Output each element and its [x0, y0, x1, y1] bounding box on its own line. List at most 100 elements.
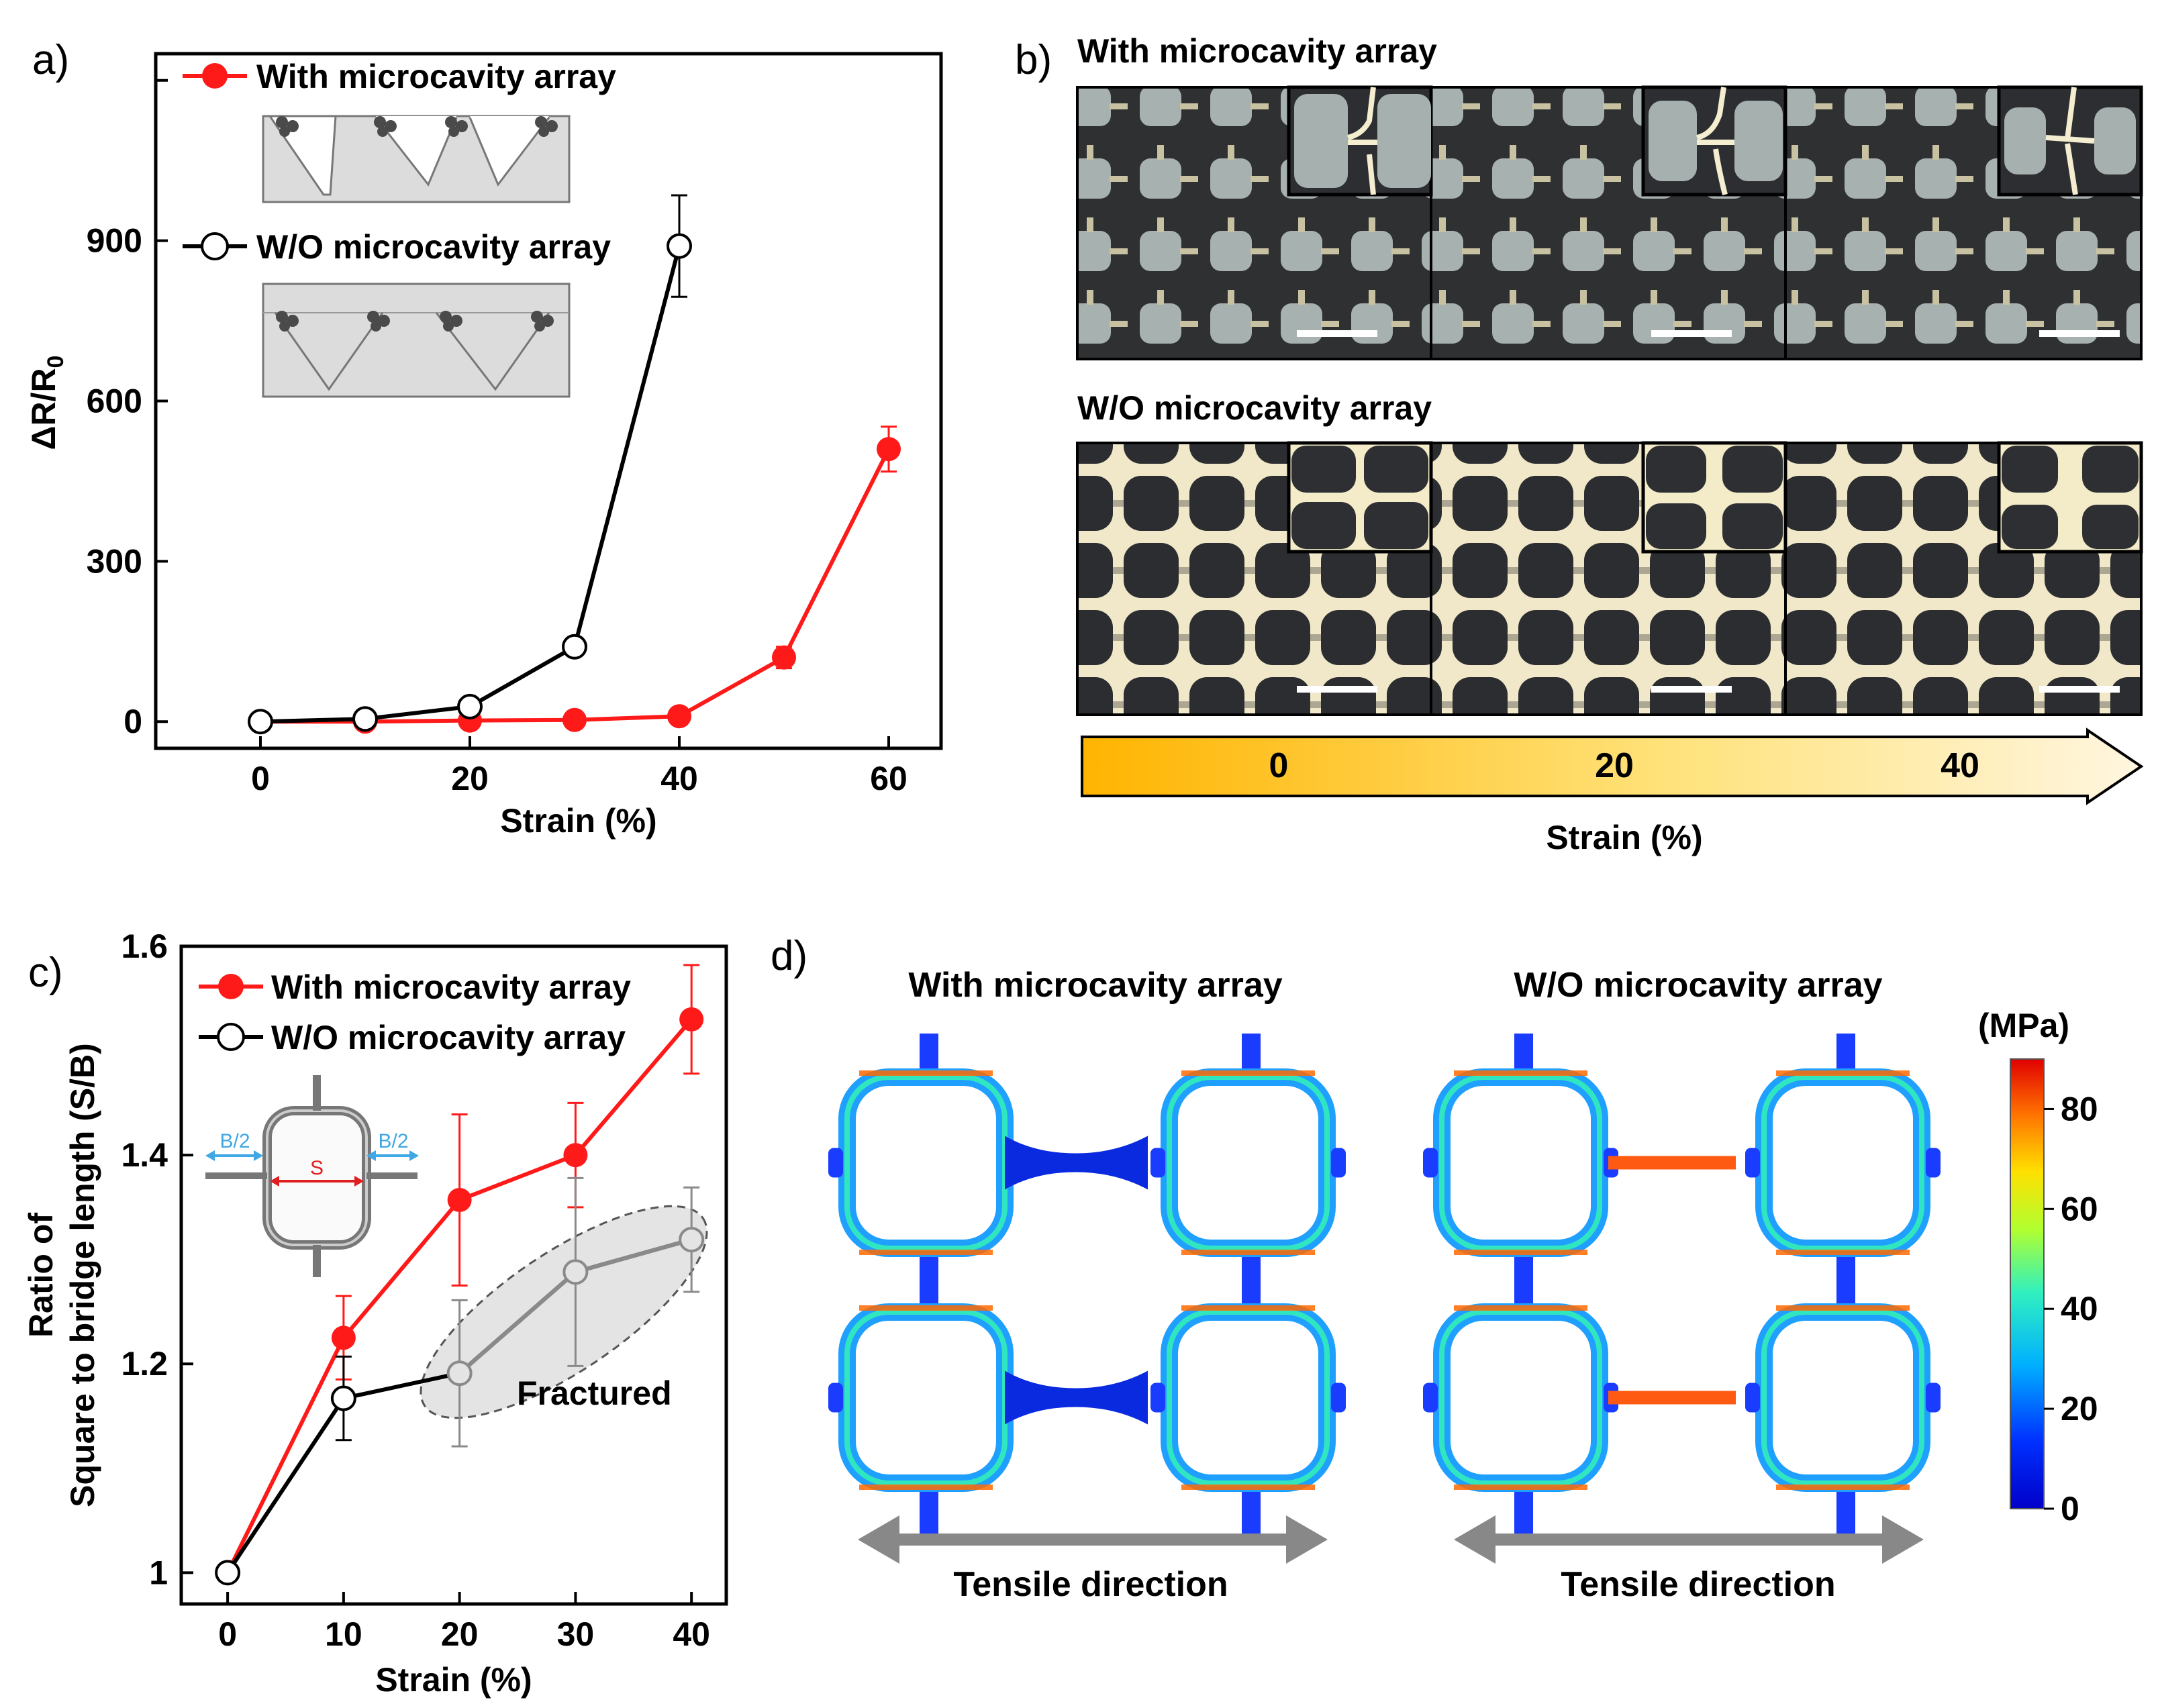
data-point-with	[562, 707, 587, 732]
colorbar-tick-label: 0	[2061, 1490, 2079, 1527]
arrow-value-20: 20	[1595, 746, 1634, 785]
fem-stress-hotspot	[1454, 1070, 1587, 1076]
y-tick-label: 1.4	[121, 1136, 168, 1174]
fractured-highlight	[420, 1205, 708, 1419]
data-point-with	[667, 704, 691, 729]
fem-side-nub	[828, 1383, 843, 1413]
colorbar-tick-label: 80	[2061, 1090, 2098, 1127]
fem-vertical-bridge	[920, 1490, 938, 1540]
fem-model-without-cavity	[1423, 1034, 1941, 1540]
panel-b-wo-title: W/O microcavity array	[1077, 389, 1432, 427]
fem-side-nub	[1150, 1383, 1165, 1413]
fem-square-frame-highlight	[1439, 1309, 1602, 1486]
legend-a-wo-marker	[201, 232, 229, 260]
fem-side-nub	[1745, 1383, 1760, 1413]
y-tick-label: 1.2	[121, 1345, 168, 1383]
fem-side-nub	[828, 1148, 843, 1178]
fem-stress-hotspot	[1181, 1485, 1315, 1490]
fem-square-frame	[1161, 1303, 1336, 1492]
fem-vertical-bridge	[1242, 1490, 1261, 1540]
fem-horizontal-bridge	[1608, 1391, 1736, 1405]
legend-a-wo-label: W/O microcavity array	[256, 228, 611, 266]
panel-c-ylabel-line1: Ratio of	[22, 1213, 60, 1338]
fem-stress-hotspot	[859, 1250, 993, 1255]
legend-c-with-marker	[218, 974, 244, 999]
colorbar	[2010, 1058, 2045, 1509]
fem-square-frame-highlight	[1761, 1074, 1924, 1251]
panel-c-axis-ticks: 0 10 20 30 40 1 1.2 1.4 1.6	[121, 927, 709, 1653]
panel-b-with-title: With microcavity array	[1077, 32, 1437, 70]
panel-b: b) With microcavity array W/O microcavit…	[1015, 32, 2144, 856]
fem-side-nub	[1331, 1383, 1346, 1413]
colorbar-tick-label: 20	[2061, 1390, 2098, 1427]
tensile-direction-label-left: Tensile direction	[953, 1565, 1228, 1604]
inset-label-s: S	[310, 1157, 324, 1179]
panel-a-ylabel-main: ΔR/R	[25, 368, 62, 450]
colorbar-tick-label: 40	[2061, 1290, 2098, 1327]
data-point-with	[563, 1143, 588, 1168]
svg-text:ΔR/R0: ΔR/R0	[25, 356, 68, 450]
data-point-without	[562, 1259, 589, 1285]
tensile-arrow-left-model	[858, 1515, 1328, 1564]
fem-square-frame-highlight	[1439, 1074, 1602, 1251]
micrograph-with-inset-20	[1641, 85, 1787, 197]
fem-stress-hotspot	[1181, 1070, 1315, 1076]
panel-c-x-axis-label: Strain (%)	[375, 1661, 532, 1699]
panel-a-x-axis-label: Strain (%)	[500, 802, 656, 840]
fem-stress-hotspot	[1181, 1250, 1315, 1255]
panel-c-legend: With microcavity array W/O microcavity a…	[199, 968, 631, 1056]
scale-bar	[1651, 330, 1732, 337]
data-point-without	[352, 706, 378, 732]
panel-b-label: b)	[1015, 37, 1052, 83]
fem-stress-hotspot	[1776, 1070, 1910, 1076]
x-tick-label: 0	[218, 1615, 237, 1653]
legend-a-with-marker	[202, 63, 228, 89]
y-tick-label: 0	[124, 703, 142, 740]
data-point-with	[877, 437, 901, 462]
fem-square-frame	[1433, 1303, 1608, 1492]
fem-vertical-bridge	[1836, 1490, 1855, 1540]
panel-b-x-axis-label: Strain (%)	[1546, 819, 1702, 856]
data-point-with	[331, 1325, 356, 1350]
fem-vertical-bridge	[1514, 1490, 1533, 1540]
data-point-without	[562, 634, 587, 660]
fem-side-nub	[1423, 1383, 1438, 1413]
legend-c-wo-marker	[217, 1023, 245, 1051]
data-point-without	[667, 233, 692, 259]
tensile-arrow-right-model	[1454, 1515, 1924, 1564]
inset-label-b-half-right: B/2	[378, 1130, 408, 1152]
micrograph-with-cavity-strip	[1076, 85, 2143, 360]
panel-d: d) With microcavity array W/O microcavit…	[771, 933, 2098, 1604]
panel-c: c) 0 10 20 30 40 1 1.2 1.4 1.6 Fractured Strain …	[22, 927, 728, 1699]
fem-square-frame	[1433, 1068, 1608, 1257]
data-point-without	[215, 1560, 241, 1586]
data-point-without	[330, 1385, 356, 1411]
panel-d-label: d)	[771, 933, 807, 979]
fem-square-frame-highlight	[844, 1074, 1008, 1251]
fem-stress-hotspot	[859, 1305, 993, 1311]
series-line-with	[260, 448, 891, 724]
y-tick-label: 1.6	[121, 927, 168, 965]
data-point-without	[679, 1227, 705, 1253]
scale-bar	[1297, 330, 1377, 337]
fem-square-frame	[1755, 1303, 1930, 1492]
inset-label-b-half-left: B/2	[219, 1130, 250, 1152]
fem-square-frame-highlight	[844, 1309, 1008, 1486]
fem-square-frame	[1161, 1068, 1336, 1257]
legend-c-wo-label: W/O microcavity array	[271, 1019, 626, 1056]
arrow-value-40: 40	[1941, 746, 1979, 785]
x-tick-label: 10	[325, 1615, 362, 1653]
x-tick-label: 60	[870, 760, 908, 797]
fem-square-frame	[838, 1068, 1014, 1257]
micrograph-wo-inset-40	[1997, 441, 2143, 554]
fem-side-nub	[1150, 1148, 1165, 1178]
panel-a-legend: With microcavity array W/O microcavity a…	[183, 58, 616, 266]
micrograph-with-inset-40	[1997, 85, 2143, 197]
y-tick-label: 600	[87, 383, 142, 420]
fem-side-nub	[1331, 1148, 1346, 1178]
fem-side-nub	[1423, 1148, 1438, 1178]
scale-bar	[1651, 686, 1732, 693]
data-point-with	[679, 1007, 704, 1032]
fem-square-frame-highlight	[1761, 1309, 1924, 1486]
